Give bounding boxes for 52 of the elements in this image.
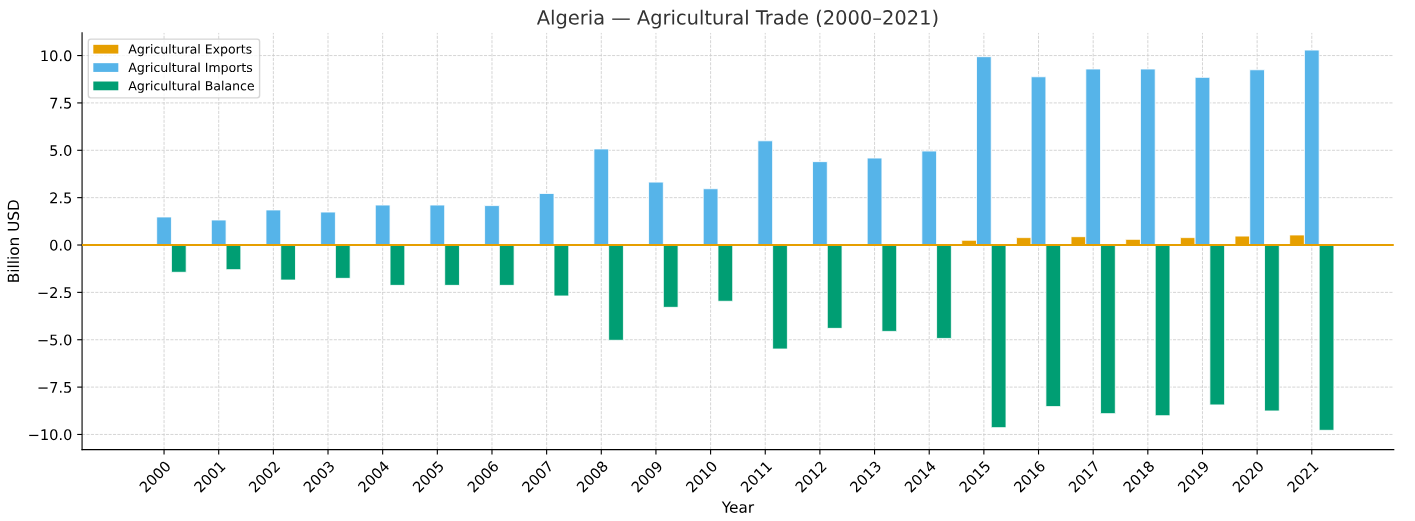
bar <box>538 193 555 246</box>
y-tick-label: −10.0 <box>29 429 72 441</box>
bar <box>280 244 296 281</box>
bar <box>772 244 788 350</box>
bar <box>1209 244 1226 406</box>
bar <box>1264 244 1280 412</box>
legend-label: Agricultural Imports <box>128 62 253 75</box>
bar <box>702 188 719 246</box>
bar <box>1154 244 1171 417</box>
y-tick-label: −7.5 <box>38 382 72 393</box>
bar <box>225 244 242 271</box>
y-tick-label: 0.0 <box>50 239 72 251</box>
bar <box>990 244 1007 429</box>
y-tick-label: −5.0 <box>38 334 72 346</box>
bar <box>593 148 610 246</box>
bar <box>866 157 883 246</box>
bar <box>553 244 570 297</box>
bar <box>498 244 515 286</box>
bar <box>936 244 952 339</box>
bar <box>717 244 734 302</box>
bar <box>881 244 898 332</box>
bar <box>389 244 406 286</box>
y-axis-title: Billion USD <box>7 200 20 282</box>
bar <box>812 161 828 246</box>
bar <box>171 244 187 273</box>
bar <box>484 205 500 246</box>
y-tick-label: 10.0 <box>41 50 72 62</box>
y-tick-label: 2.5 <box>50 192 72 204</box>
bar <box>662 244 679 308</box>
bar <box>608 244 624 341</box>
bar <box>156 216 172 246</box>
legend-label: Agricultural Balance <box>128 80 254 93</box>
bar <box>757 140 774 246</box>
bar <box>265 209 282 246</box>
chart-title: Algeria — Agricultural Trade (2000–2021) <box>536 9 938 29</box>
bar <box>1045 244 1062 408</box>
bar <box>429 204 446 246</box>
bar <box>444 244 460 286</box>
y-tick-label: 5.0 <box>50 145 72 157</box>
y-tick-label: −2.5 <box>38 287 72 299</box>
y-tick-label: 7.5 <box>50 97 72 109</box>
x-axis-title: Year <box>721 501 755 513</box>
bar <box>210 219 227 246</box>
bar <box>921 150 938 246</box>
bar <box>1100 244 1116 415</box>
bar <box>1318 244 1335 431</box>
bar <box>826 244 843 329</box>
bar <box>374 204 391 246</box>
bar <box>334 244 351 279</box>
bar <box>648 181 664 246</box>
legend-label: Agricultural Exports <box>128 44 252 57</box>
bar <box>320 211 336 246</box>
